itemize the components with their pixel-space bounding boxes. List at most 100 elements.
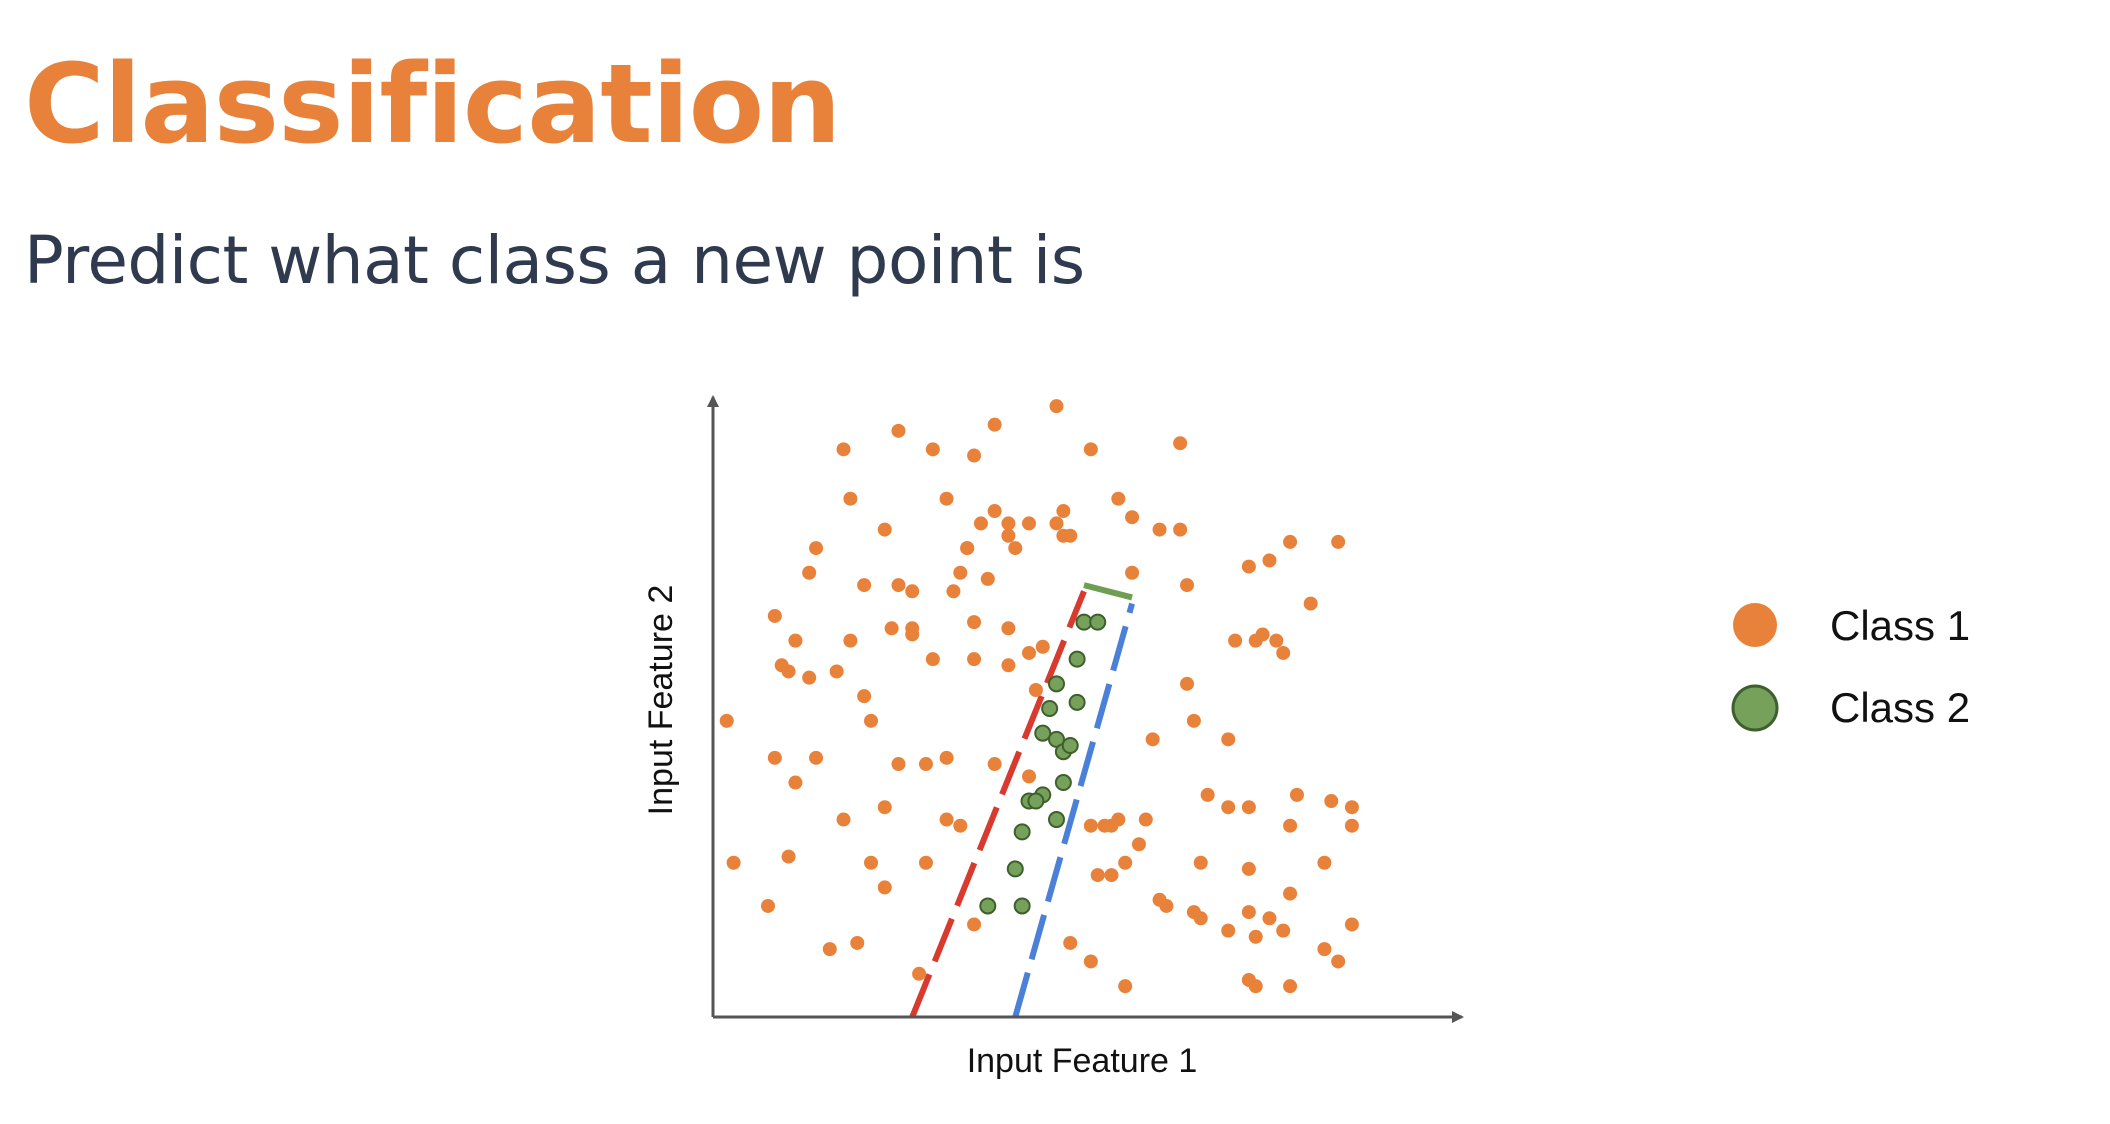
legend-marker-class-2	[1731, 684, 1779, 732]
class-1-point	[939, 491, 954, 506]
class-2-point	[1048, 811, 1065, 829]
class-1-point	[1056, 504, 1071, 519]
class-1-point	[788, 775, 803, 790]
class-1-point	[1111, 812, 1126, 827]
class-1-point	[829, 664, 844, 679]
class-1-point	[987, 757, 1002, 772]
class-1-point	[1125, 565, 1140, 580]
class-1-point	[1104, 868, 1119, 883]
class-1-point	[802, 565, 817, 580]
class-1-point	[1001, 621, 1016, 636]
class-1-point	[1317, 942, 1332, 957]
class-1-point	[1221, 732, 1236, 747]
class-1-point	[767, 750, 782, 765]
class-1-point	[925, 442, 940, 457]
class-1-point	[1035, 639, 1050, 654]
class-1-point	[1276, 645, 1291, 660]
class-2-point	[1061, 737, 1079, 755]
class-1-point	[1248, 929, 1263, 944]
class-1-point	[967, 652, 982, 667]
class-1-point	[1276, 923, 1291, 938]
class-1-point	[967, 917, 982, 932]
class-1-point	[843, 633, 858, 648]
class-1-point	[891, 757, 906, 772]
class-1-point	[1186, 713, 1201, 728]
class-1-point	[967, 615, 982, 630]
class-1-point	[1083, 818, 1098, 833]
legend-label-class-1: Class 1	[1830, 602, 1970, 649]
class-1-point	[1118, 979, 1133, 994]
class-1-point	[857, 689, 872, 704]
class-1-point	[918, 757, 933, 772]
class-1-point	[836, 442, 851, 457]
class-1-point	[1241, 559, 1256, 574]
class-1-point	[946, 584, 961, 599]
class-1-point	[809, 750, 824, 765]
class-1-point	[1049, 399, 1064, 414]
class-1-point	[1090, 868, 1105, 883]
class-1-point	[1283, 818, 1298, 833]
class-1-point	[877, 800, 892, 815]
class-1-point	[1022, 645, 1037, 660]
class-1-point	[960, 541, 975, 556]
slide-title: Classification	[24, 40, 841, 168]
class-2-point	[1041, 700, 1059, 717]
class-1-point	[1193, 855, 1208, 870]
class-1-point	[1028, 682, 1043, 697]
class-2-point	[1048, 675, 1065, 693]
class-1-point	[1097, 818, 1112, 833]
class-1-point	[1324, 794, 1339, 809]
class-1-point	[877, 522, 892, 537]
class-1-point	[1008, 541, 1023, 556]
class-1-point	[1001, 516, 1016, 531]
class-1-point	[918, 855, 933, 870]
x-axis-label: Input Feature 1	[967, 1042, 1198, 1080]
class-1-point	[864, 855, 879, 870]
class-1-point	[1283, 886, 1298, 901]
class-1-point	[925, 652, 940, 667]
class-1-point	[781, 664, 796, 679]
class-1-point	[850, 935, 865, 950]
class-1-point	[781, 849, 796, 864]
class-1-point	[967, 448, 982, 463]
class-1-point	[1083, 954, 1098, 969]
class-1-point	[719, 713, 734, 728]
blue-decision-boundary	[1012, 602, 1135, 1018]
class-1-point	[1317, 855, 1332, 870]
class-1-point	[857, 578, 872, 593]
class-1-point	[1152, 522, 1167, 537]
class-1-point	[884, 621, 899, 636]
class-1-point	[1138, 812, 1153, 827]
class-1-point	[1186, 905, 1201, 920]
class-1-point	[1221, 800, 1236, 815]
class-1-point	[1145, 732, 1160, 747]
class-1-point	[1111, 491, 1126, 506]
class-2-point	[1013, 897, 1031, 915]
class-1-point	[1344, 917, 1359, 932]
class-1-point	[1118, 855, 1133, 870]
class-1-point	[788, 633, 803, 648]
class-1-point	[987, 504, 1002, 519]
class-1-point	[1125, 510, 1140, 525]
class-1-point	[1248, 979, 1263, 994]
class-1-point	[905, 584, 920, 599]
class-1-point	[1331, 534, 1346, 549]
class-1-point	[987, 417, 1002, 432]
class-1-point	[1241, 905, 1256, 920]
class-1-point	[1283, 534, 1298, 549]
class-1-point	[843, 491, 858, 506]
class-1-point	[1331, 954, 1346, 969]
y-axis-label: Input Feature 2	[642, 585, 680, 816]
class-1-point	[1289, 787, 1304, 802]
class-2-point	[1006, 860, 1024, 878]
class-1-point	[836, 812, 851, 827]
class-2-point	[1054, 774, 1072, 792]
class-1-point	[1180, 676, 1195, 691]
class-1-point	[864, 713, 879, 728]
class-1-point	[1173, 522, 1188, 537]
class-1-point	[1262, 553, 1277, 568]
class-1-point	[905, 627, 920, 642]
slide-subtitle: Predict what class a new point is	[24, 222, 1085, 299]
class-1-point	[1063, 935, 1078, 950]
class-1-point	[1131, 837, 1146, 852]
